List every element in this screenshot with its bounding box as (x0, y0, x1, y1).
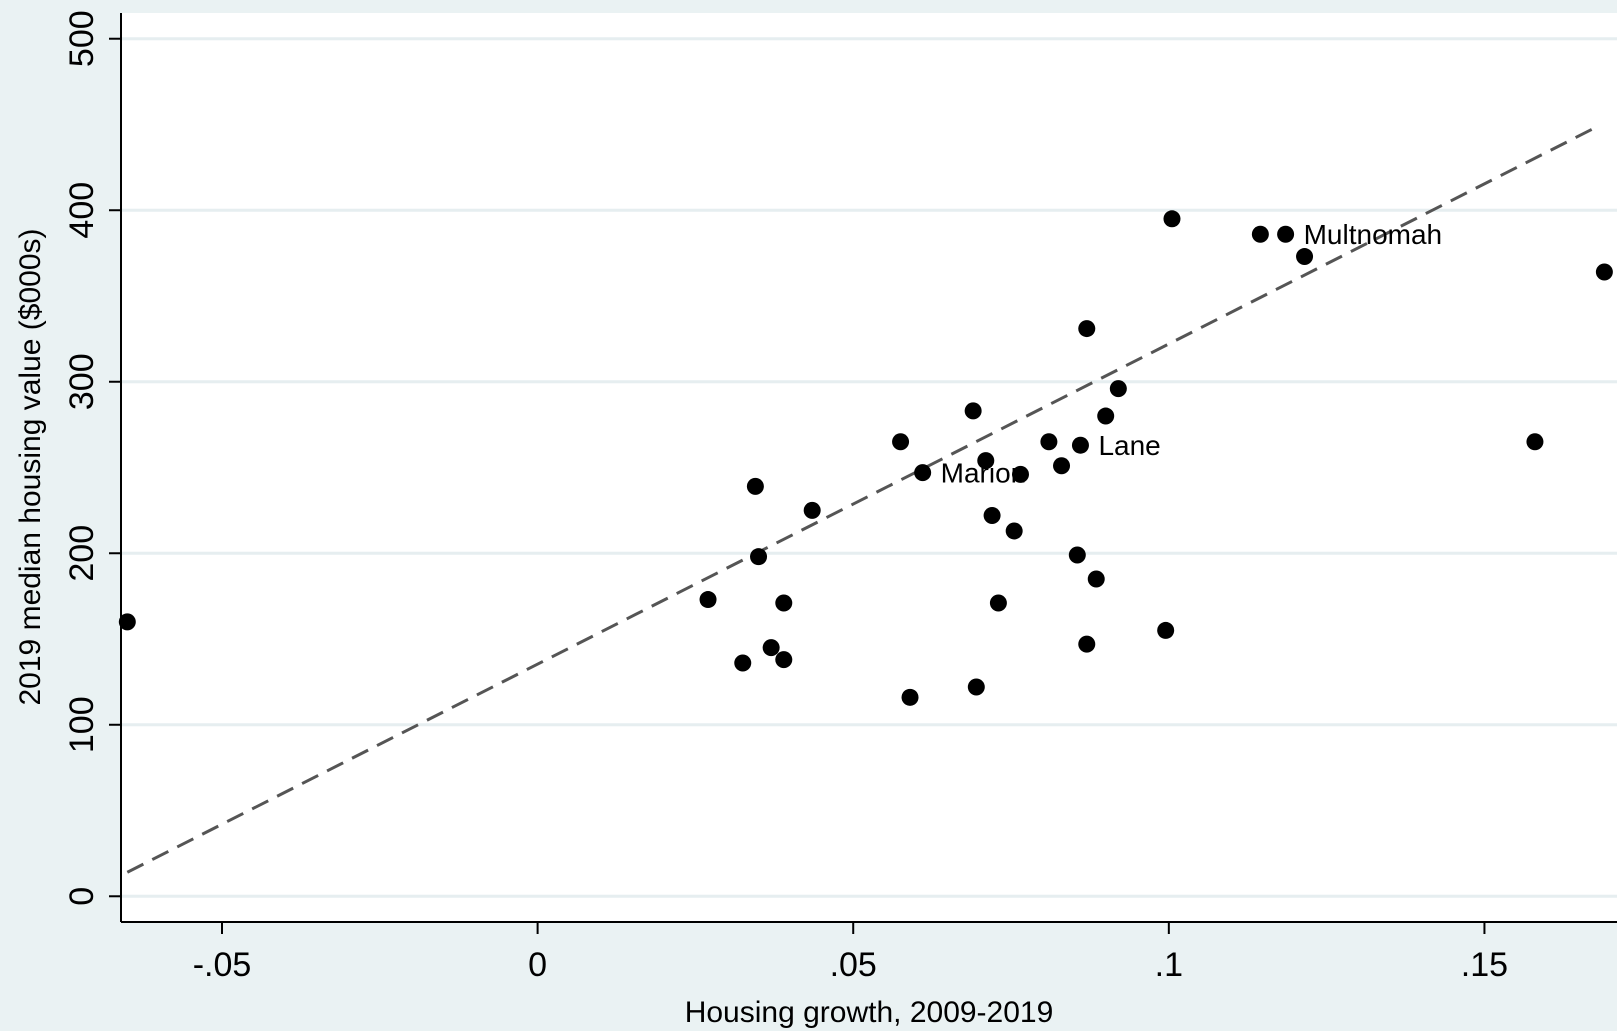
x-tick-label: -.05 (193, 946, 252, 984)
scatter-point (1040, 433, 1058, 451)
scatter-point (1109, 380, 1127, 398)
x-tick-label: .05 (830, 946, 877, 984)
y-tick-label: 0 (63, 887, 101, 906)
scatter-point (734, 654, 752, 672)
y-tick-label: 300 (63, 353, 101, 410)
scatter-point (1053, 457, 1071, 475)
point-label: Multnomah (1304, 219, 1443, 250)
scatter-point (775, 594, 793, 612)
scatter-point (983, 507, 1001, 525)
scatter-point (1163, 210, 1181, 228)
scatter-point (1157, 621, 1175, 639)
scatter-point (750, 548, 768, 566)
y-tick-label: 100 (63, 696, 101, 753)
y-axis-title: 2019 median housing value ($000s) (14, 229, 47, 706)
plot-area (121, 13, 1617, 922)
scatter-point (901, 688, 919, 706)
scatter-point (964, 402, 982, 420)
gridlines (121, 37, 1617, 898)
scatter-point (989, 594, 1007, 612)
scatter-point (892, 433, 910, 451)
scatter-point (775, 651, 793, 669)
scatter-point (1011, 465, 1029, 483)
scatter-point (977, 452, 995, 470)
y-tick-label: 400 (63, 182, 101, 239)
scatter-point (1078, 635, 1096, 653)
x-tick-label: .15 (1461, 946, 1508, 984)
axes: 0 100 200 300 400 500 -.05 0 .05 .1 .15 (63, 10, 1617, 984)
scatter-point (1277, 225, 1295, 243)
scatter-point (803, 501, 821, 519)
y-tick-label: 500 (63, 10, 101, 67)
scatter-point (1526, 433, 1544, 451)
scatter-point (1251, 225, 1269, 243)
scatter-point (1068, 546, 1086, 564)
x-tick-label: 0 (528, 946, 547, 984)
fit-line-layer (126, 124, 1599, 874)
scatter-point (1005, 522, 1023, 540)
y-tick-label: 200 (63, 525, 101, 582)
point-label: Marion (941, 458, 1027, 489)
scatter-point (1296, 248, 1314, 266)
scatter-point (967, 678, 985, 696)
scatter-point (1078, 320, 1096, 338)
point-labels: Marion Lane Multnomah (941, 219, 1442, 488)
scatter-point (746, 477, 764, 495)
scatter-point (914, 464, 932, 482)
scatter-point (1595, 263, 1613, 281)
scatter-point (1071, 436, 1089, 454)
scatter-point (1097, 407, 1115, 425)
scatter-point (1087, 570, 1105, 588)
point-label: Lane (1098, 430, 1160, 461)
scatter-point (762, 639, 780, 657)
scatter-point (699, 591, 717, 609)
scatter-point (118, 613, 136, 631)
x-axis-title: Housing growth, 2009-2019 (685, 996, 1054, 1029)
fit-line (126, 124, 1599, 874)
data-points (118, 210, 1613, 706)
x-tick-label: .1 (1155, 946, 1183, 984)
